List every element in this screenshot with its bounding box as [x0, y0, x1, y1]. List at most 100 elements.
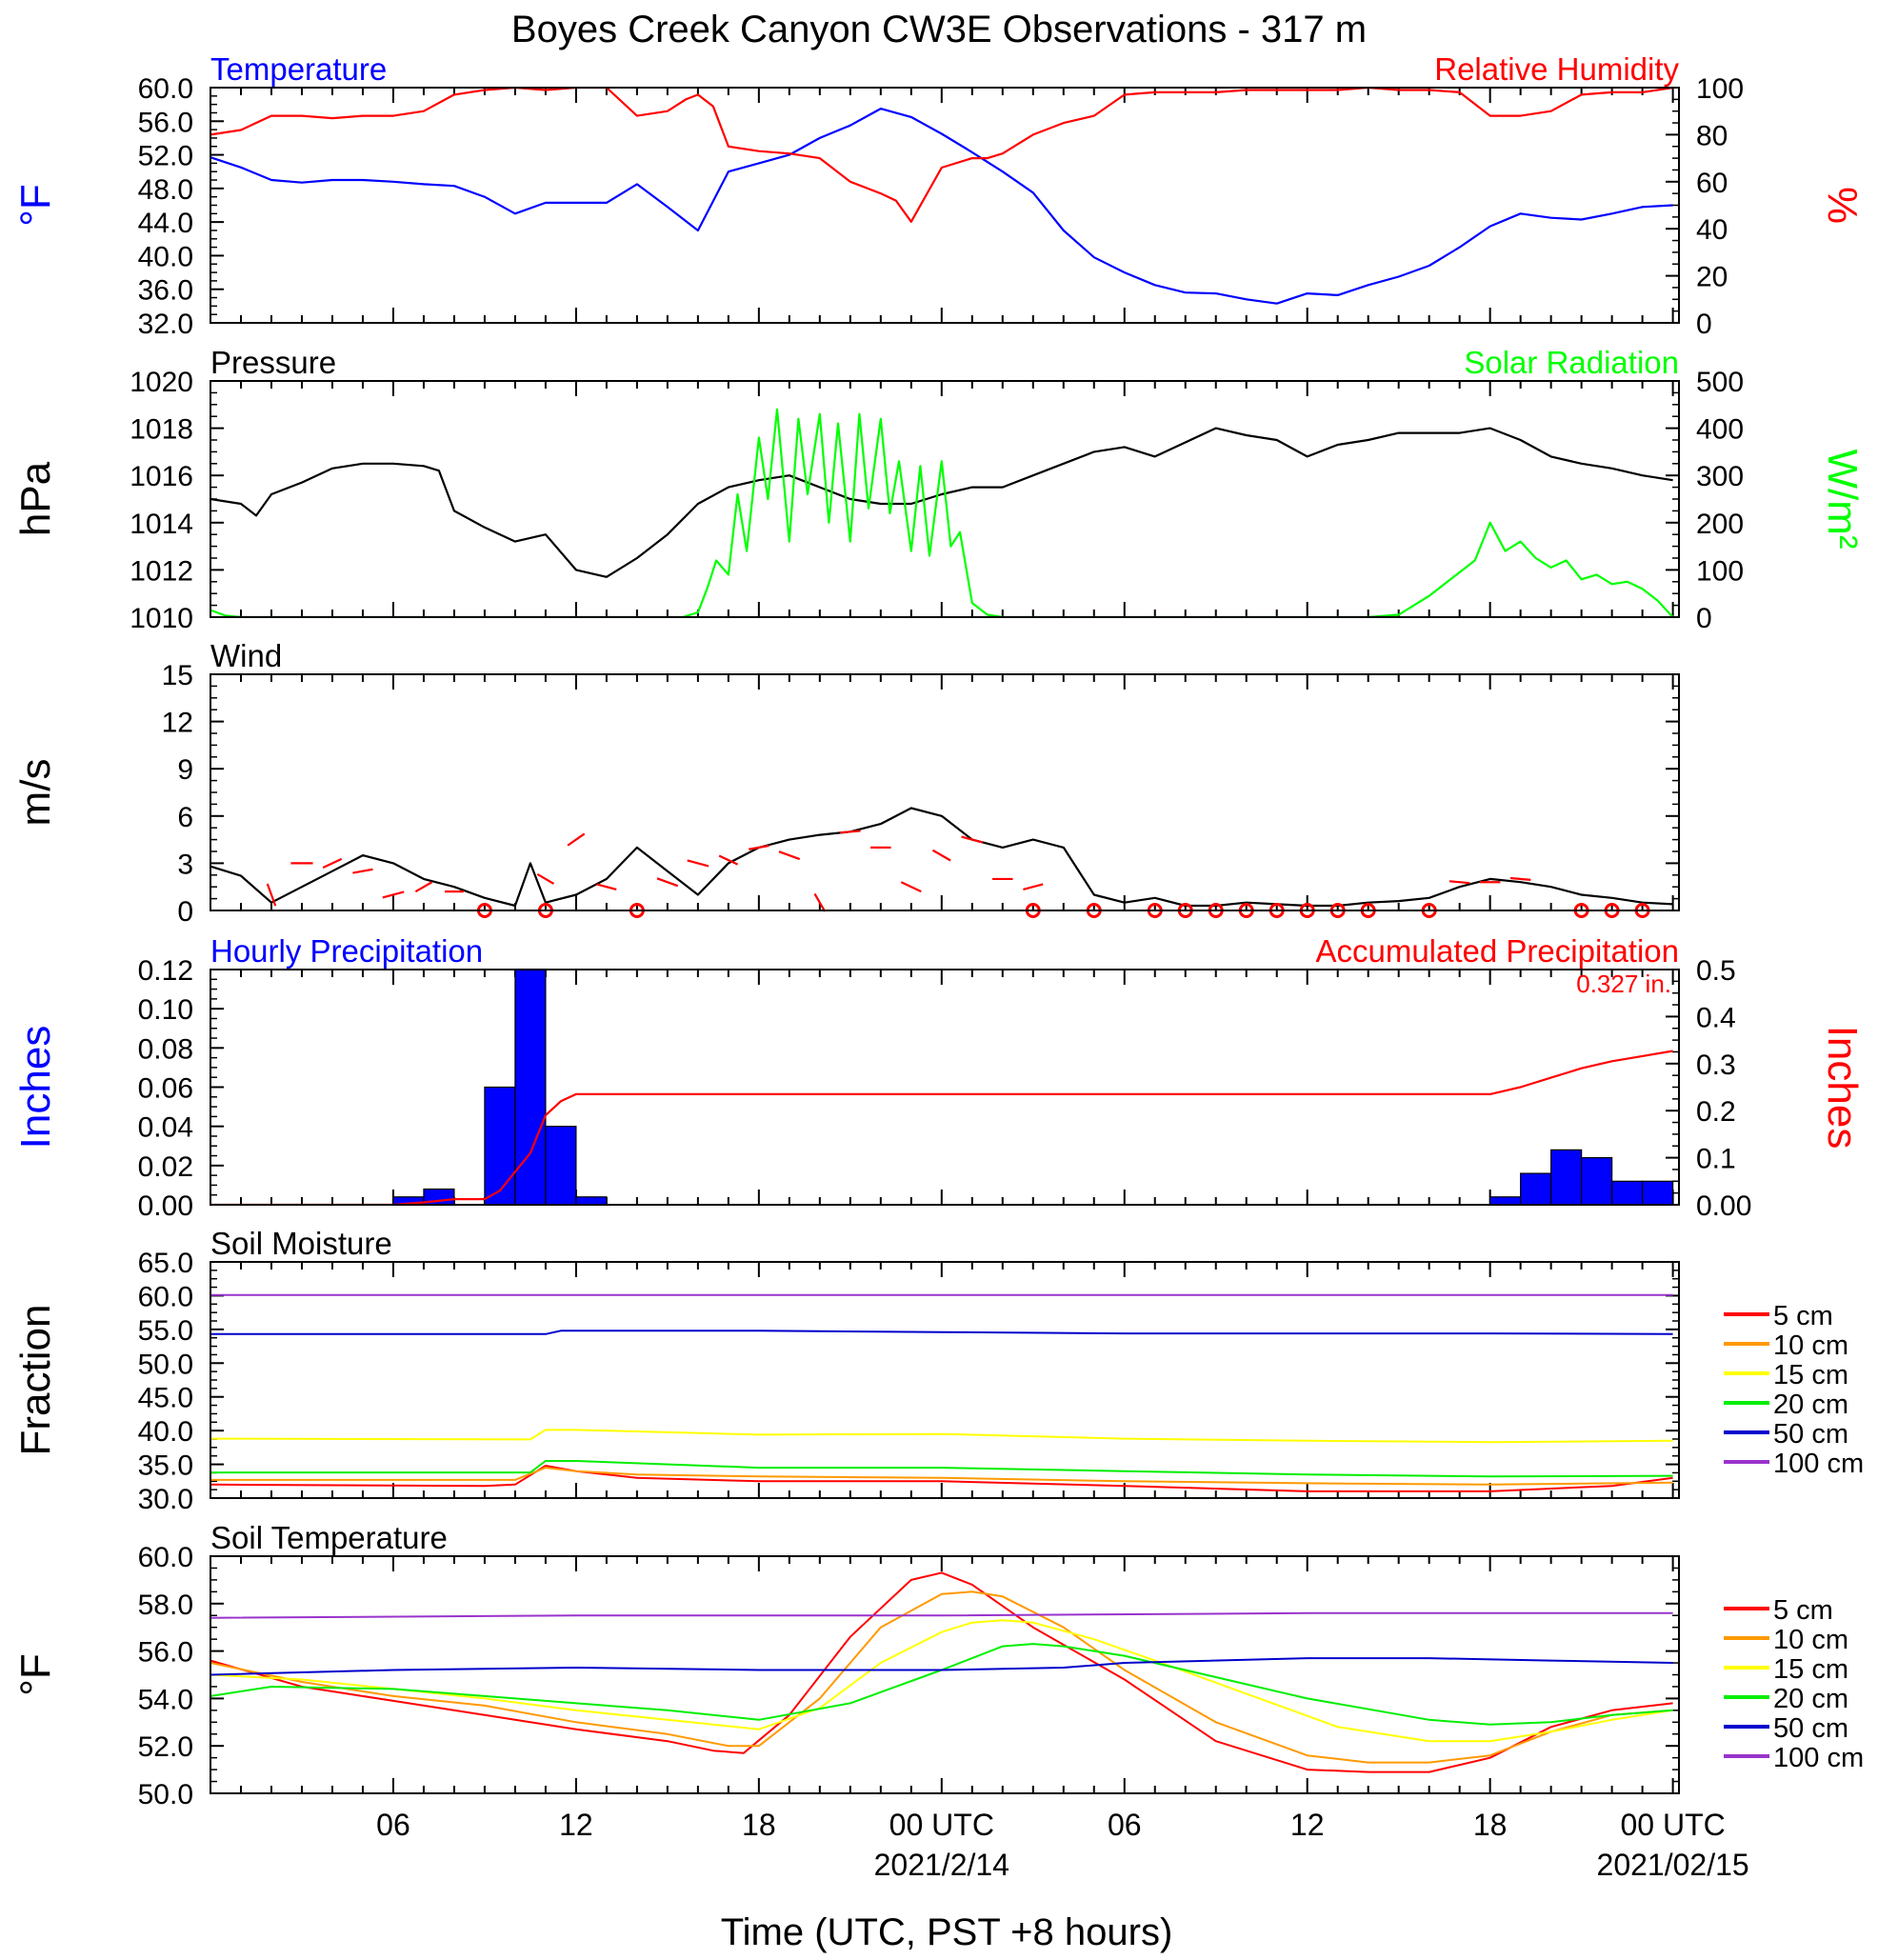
series-line-10-cm — [210, 1590, 1673, 1764]
y-axis-label-left: Fraction — [12, 1305, 59, 1456]
y-tick-label-right: 200 — [1696, 509, 1744, 540]
y-tick-label-right: 0.1 — [1696, 1144, 1736, 1175]
panels: 32.036.040.044.048.052.056.060.002040608… — [12, 51, 1866, 1810]
series-line-relative-humidity — [210, 88, 1673, 223]
y-tick-label-left: 30.0 — [138, 1484, 193, 1515]
y-tick-label-left: 9 — [177, 754, 193, 786]
wind-barb — [840, 830, 861, 834]
plot-frame — [210, 87, 1680, 324]
plot-frame — [210, 1555, 1680, 1794]
wind-barb — [1509, 876, 1531, 881]
y-tick-label-right: 0.5 — [1696, 955, 1736, 987]
y-tick-label-right: 100 — [1696, 73, 1744, 105]
y-tick-label-left: 54.0 — [138, 1684, 193, 1715]
y-tick-label-right: 300 — [1696, 461, 1744, 492]
legend-label: 5 cm — [1773, 1301, 1833, 1331]
y-tick-label-left: 36.0 — [138, 275, 193, 307]
y-axis-label-left: Inches — [12, 1026, 59, 1150]
x-tick-label: 18 — [742, 1808, 776, 1842]
precip-bar — [514, 969, 547, 1206]
series-line-accumulated-precipitation — [210, 1050, 1673, 1205]
x-tick-label: 18 — [1473, 1808, 1508, 1842]
legend-label: 10 cm — [1773, 1330, 1848, 1361]
panel-title-left: Hourly Precipitation — [210, 933, 483, 969]
series-line-100-cm — [210, 1611, 1673, 1619]
y-axis-label-left: °F — [12, 1653, 59, 1695]
precip-bar — [1611, 1180, 1644, 1206]
y-tick-label-right: 20 — [1696, 262, 1728, 293]
date-label: 2021/02/15 — [1597, 1848, 1749, 1882]
y-tick-label-left: 1012 — [130, 555, 193, 587]
legend-label: 15 cm — [1773, 1360, 1848, 1390]
series-line-temperature — [210, 107, 1673, 305]
legend-label: 100 cm — [1773, 1449, 1864, 1479]
y-tick-label-left: 44.0 — [138, 208, 193, 239]
wind-barb — [1023, 883, 1044, 891]
time-axis: 06 12 18 00 UTC 06 12 18 00 UTC 2021/2/14 2021/02… — [376, 1808, 1749, 1882]
y-tick-label-left: 56.0 — [138, 1637, 193, 1669]
y-tick-label-right: 500 — [1696, 367, 1744, 398]
precip-bar — [1581, 1156, 1613, 1206]
plot-frame — [210, 673, 1680, 911]
x-tick-label: 00 UTC — [889, 1808, 994, 1842]
wind-barb — [536, 873, 555, 885]
x-tick-label: 12 — [1290, 1808, 1325, 1842]
y-tick-label-left: 32.0 — [138, 309, 193, 340]
y-tick-label-left: 12 — [162, 708, 193, 739]
y-tick-label-right: 0.00 — [1696, 1190, 1751, 1222]
panel-1: 1010 1012 1014 1016 1018 1020 0 100 200 300 400 500… — [12, 345, 1866, 634]
wind-barb — [900, 881, 922, 893]
panel-title-right: Accumulated Precipitation — [1315, 933, 1679, 969]
wind-barb — [813, 892, 827, 912]
precip-bar — [1550, 1149, 1583, 1206]
y-tick-label-right: 100 — [1696, 555, 1744, 587]
y-tick-label-left: 0.10 — [138, 994, 193, 1026]
wind-barb — [656, 877, 679, 888]
y-axis-label-left: m/s — [12, 759, 59, 827]
y-tick-label-left: 40.0 — [138, 1416, 193, 1448]
precip-bar — [545, 1126, 577, 1206]
y-axis-label-right: % — [1819, 187, 1866, 224]
y-tick-label-right: 400 — [1696, 414, 1744, 446]
y-tick-label-left: 60.0 — [138, 73, 193, 105]
y-axis-label-right: Inches — [1819, 1026, 1866, 1150]
panel-title-left: Soil Moisture — [210, 1226, 392, 1261]
panel-2: 0 3 6 9 12 15 Wind m/s — [12, 638, 1680, 928]
series-line-10-cm — [210, 1467, 1673, 1486]
panel-5: 50.0 52.0 54.0 56.0 58.0 60.0 Soil Temperature… — [12, 1520, 1864, 1810]
wind-barb — [749, 844, 769, 850]
x-tick-label: 00 UTC — [1620, 1808, 1725, 1842]
y-tick-label-left: 15 — [162, 660, 193, 691]
date-label: 2021/2/14 — [874, 1848, 1009, 1882]
wind-barb — [414, 881, 433, 893]
series-line-50-cm — [210, 1330, 1673, 1335]
legend-label: 100 cm — [1773, 1743, 1864, 1773]
precip-bar — [484, 1086, 516, 1206]
series-line-solar-radiation — [210, 408, 1674, 617]
series-line-5-cm — [210, 1571, 1673, 1773]
wind-barb — [1448, 880, 1470, 885]
precip-bar — [1489, 1196, 1522, 1206]
precip-bar — [575, 1196, 608, 1206]
series-line-5-cm — [210, 1465, 1673, 1492]
y-tick-label-left: 1014 — [130, 509, 193, 540]
series-line-wind — [210, 807, 1673, 908]
y-tick-label-right: 0.3 — [1696, 1050, 1736, 1081]
legend-label: 50 cm — [1773, 1713, 1848, 1744]
wind-barb — [778, 850, 801, 861]
precip-bar — [1520, 1172, 1552, 1206]
wind-barb — [352, 868, 373, 874]
wind-barb — [322, 857, 343, 869]
y-tick-label-left: 3 — [177, 849, 193, 880]
wind-barb — [382, 890, 405, 899]
panel-4: 30.035.040.045.050.055.060.065.0 Soil Moi… — [12, 1226, 1864, 1515]
y-tick-label-left: 1016 — [130, 461, 193, 492]
y-axis-label-left: °F — [12, 184, 59, 226]
y-tick-label-left: 0.06 — [138, 1073, 193, 1105]
y-tick-label-left: 1010 — [130, 603, 193, 634]
y-tick-label-right: 40 — [1696, 214, 1728, 246]
wind-barb — [596, 883, 617, 891]
wind-barb — [931, 849, 951, 862]
figure-title: Boyes Creek Canyon CW3E Observations - 3… — [511, 9, 1367, 50]
y-tick-label-left: 50.0 — [138, 1779, 193, 1810]
